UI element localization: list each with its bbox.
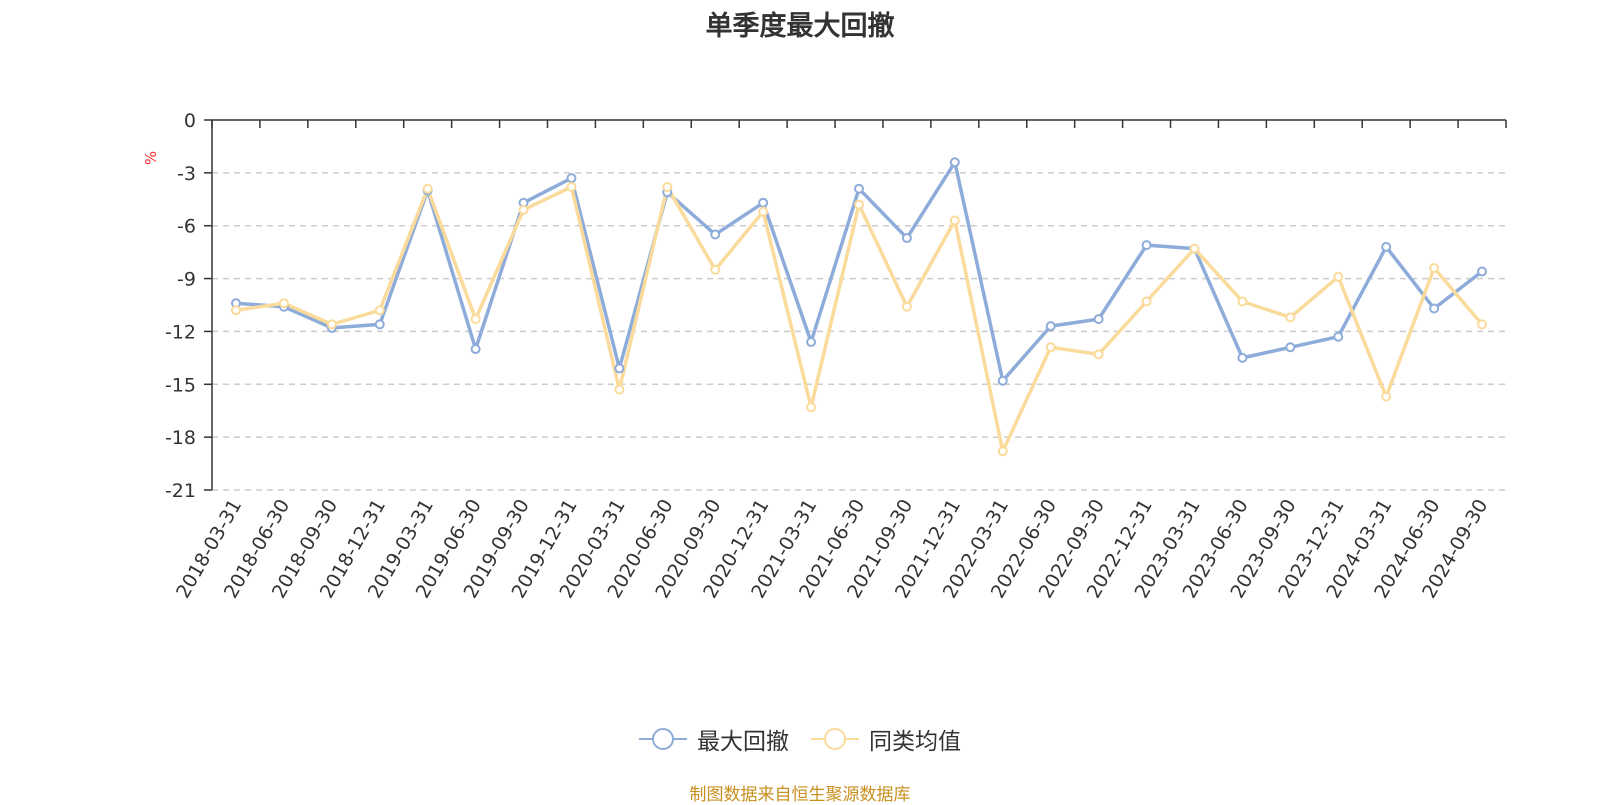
series-layer	[230, 157, 1488, 457]
series-2-point-20	[1189, 243, 1200, 254]
y-tick-label-5: -15	[165, 374, 196, 396]
series-2-point-3	[374, 305, 385, 316]
grid-layer	[212, 172, 1506, 491]
series-1-point-8	[614, 363, 625, 374]
series-2-point-23	[1333, 271, 1344, 282]
series-1-point-11	[758, 197, 769, 208]
legend-marker-series-2-icon	[811, 728, 859, 750]
series-2-point-4	[422, 183, 433, 194]
series-2-point-13	[854, 199, 864, 210]
series-2-point-8	[614, 384, 625, 395]
y-tick-label-0: 0	[184, 110, 196, 132]
series-1-point-7	[566, 173, 577, 184]
series-1-point-12	[806, 337, 817, 347]
series-2-point-25	[1429, 263, 1440, 273]
series-2-point-11	[758, 206, 769, 217]
y-axis-unit-label: %	[142, 151, 160, 165]
series-2-point-9	[662, 181, 673, 192]
series-2-point-10	[710, 264, 721, 275]
y-tick-label-6: -18	[165, 427, 196, 449]
legend: 最大回撤 同类均值	[0, 722, 1600, 756]
legend-marker-series-1-icon	[639, 728, 687, 750]
chart-title: 单季度最大回撤	[705, 11, 895, 42]
series-1-point-24	[1381, 241, 1392, 252]
legend-label-series-2: 同类均值	[869, 729, 961, 755]
y-tick-label-1: -3	[177, 163, 196, 185]
series-2-point-5	[470, 314, 481, 325]
series-1-point-22	[1285, 342, 1296, 353]
series-1-point-15	[949, 157, 960, 168]
series-1-point-21	[1237, 352, 1248, 363]
series-1-point-23	[1333, 331, 1344, 342]
legend-item-series-2[interactable]: 同类均值	[811, 722, 961, 756]
series-2-point-1	[278, 298, 289, 309]
series-2-point-6	[518, 204, 529, 215]
series-1-point-19	[1141, 240, 1152, 251]
series-1-point-18	[1093, 314, 1104, 325]
series-1-point-25	[1429, 303, 1440, 314]
series-1-point-14	[901, 233, 912, 244]
series-1-point-13	[854, 183, 864, 194]
y-tick-label-3: -9	[177, 269, 196, 291]
series-2-point-22	[1285, 312, 1296, 323]
series-2-point-16	[997, 446, 1008, 457]
series-2-point-2	[326, 319, 337, 330]
series-2-line	[235, 185, 1484, 453]
series-2-point-21	[1237, 296, 1248, 307]
series-2-point-7	[566, 181, 577, 192]
series-1-point-3	[374, 319, 385, 330]
legend-item-series-1[interactable]: 最大回撤	[639, 722, 789, 756]
axis-layer: 0-3-6-9-12-15-18-212018-03-312018-06-302…	[165, 110, 1507, 602]
series-2-point-18	[1093, 349, 1104, 360]
series-2-point-14	[901, 301, 912, 312]
y-tick-label-7: -21	[165, 480, 196, 502]
series-2-point-24	[1381, 391, 1392, 402]
series-1-point-16	[997, 375, 1008, 386]
series-1-point-5	[470, 344, 481, 355]
series-1-point-26	[1477, 266, 1488, 277]
series-2-point-26	[1477, 319, 1488, 330]
y-tick-label-2: -6	[177, 216, 196, 238]
series-2-point-12	[806, 402, 817, 413]
series-1-point-10	[710, 229, 721, 240]
series-1-point-17	[1045, 321, 1056, 332]
series-2-point-17	[1045, 342, 1056, 353]
series-2-point-15	[949, 215, 960, 226]
series-2-point-19	[1141, 296, 1152, 307]
y-tick-label-4: -12	[165, 321, 196, 343]
legend-label-series-1: 最大回撤	[697, 729, 789, 755]
series-2-point-0	[230, 305, 241, 316]
data-source-note: 制图数据来自恒生聚源数据库	[689, 785, 911, 805]
